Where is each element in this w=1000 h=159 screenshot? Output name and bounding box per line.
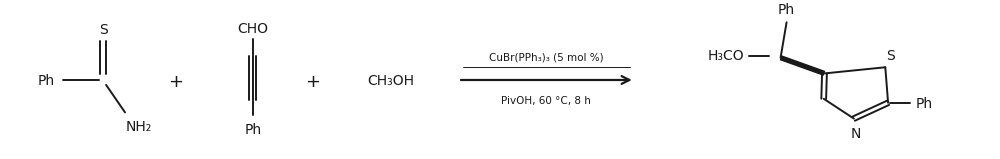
Text: Ph: Ph xyxy=(38,74,55,89)
Text: S: S xyxy=(886,49,895,63)
Text: +: + xyxy=(168,73,183,91)
Text: Ph: Ph xyxy=(915,97,933,111)
Text: S: S xyxy=(99,23,107,37)
Text: H₃CO: H₃CO xyxy=(707,49,744,63)
Text: CuBr(PPh₃)₃ (5 mol %): CuBr(PPh₃)₃ (5 mol %) xyxy=(489,52,604,62)
Text: CHO: CHO xyxy=(237,22,268,36)
Text: NH₂: NH₂ xyxy=(126,120,152,134)
Text: Ph: Ph xyxy=(244,123,261,137)
Text: PivOH, 60 °C, 8 h: PivOH, 60 °C, 8 h xyxy=(501,96,591,106)
Text: Ph: Ph xyxy=(778,3,795,17)
Text: CH₃OH: CH₃OH xyxy=(367,74,414,89)
Text: +: + xyxy=(305,73,320,91)
Text: N: N xyxy=(851,127,861,141)
